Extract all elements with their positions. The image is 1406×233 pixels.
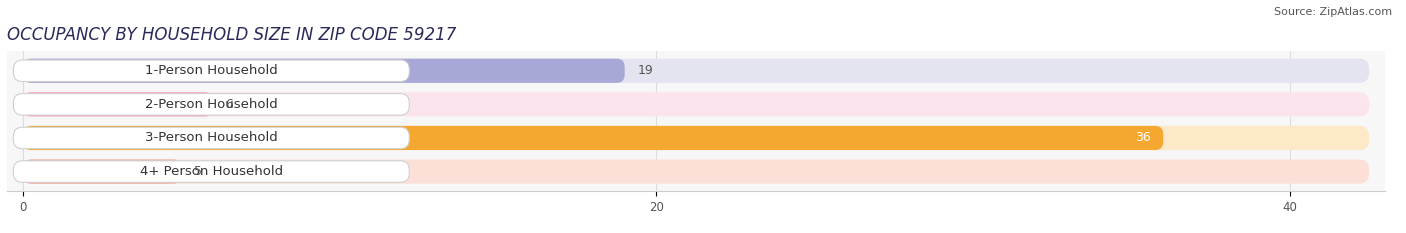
FancyBboxPatch shape bbox=[14, 60, 409, 82]
Text: 2-Person Household: 2-Person Household bbox=[145, 98, 278, 111]
Text: 1-Person Household: 1-Person Household bbox=[145, 64, 278, 77]
FancyBboxPatch shape bbox=[22, 92, 212, 116]
FancyBboxPatch shape bbox=[22, 126, 1163, 150]
Text: Source: ZipAtlas.com: Source: ZipAtlas.com bbox=[1274, 7, 1392, 17]
FancyBboxPatch shape bbox=[22, 59, 1369, 83]
Text: 6: 6 bbox=[225, 98, 233, 111]
FancyBboxPatch shape bbox=[14, 127, 409, 149]
FancyBboxPatch shape bbox=[14, 161, 409, 182]
Text: 36: 36 bbox=[1135, 131, 1150, 144]
FancyBboxPatch shape bbox=[22, 159, 1369, 184]
Text: OCCUPANCY BY HOUSEHOLD SIZE IN ZIP CODE 59217: OCCUPANCY BY HOUSEHOLD SIZE IN ZIP CODE … bbox=[7, 26, 457, 44]
Text: 19: 19 bbox=[637, 64, 654, 77]
Text: 4+ Person Household: 4+ Person Household bbox=[139, 165, 283, 178]
Text: 3-Person Household: 3-Person Household bbox=[145, 131, 278, 144]
FancyBboxPatch shape bbox=[14, 94, 409, 115]
Text: 5: 5 bbox=[194, 165, 202, 178]
FancyBboxPatch shape bbox=[22, 159, 181, 184]
FancyBboxPatch shape bbox=[22, 92, 1369, 116]
FancyBboxPatch shape bbox=[22, 59, 624, 83]
FancyBboxPatch shape bbox=[22, 126, 1369, 150]
